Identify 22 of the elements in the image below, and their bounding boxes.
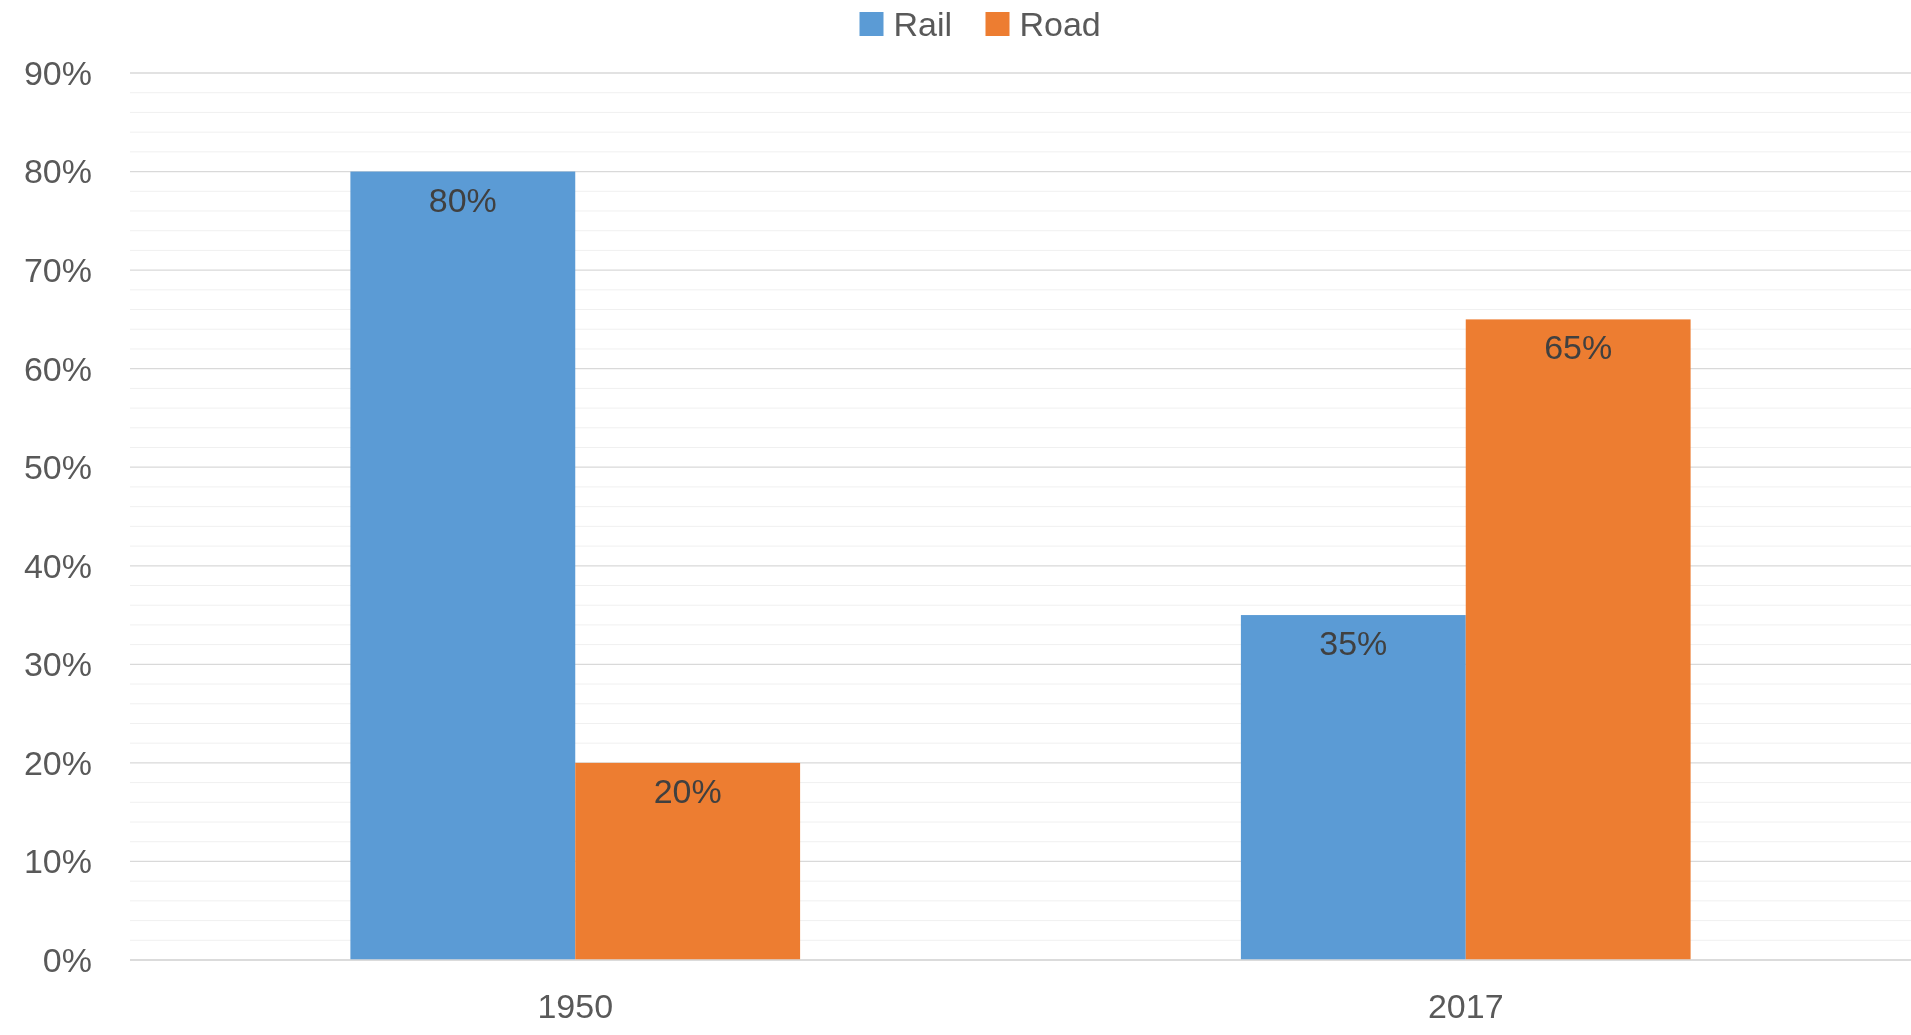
y-tick-label: 30% — [23, 645, 92, 684]
data-label: 80% — [428, 180, 497, 219]
y-tick-label: 60% — [23, 349, 92, 388]
y-tick-label: 70% — [23, 251, 92, 290]
legend-label: Road — [1019, 4, 1101, 43]
x-tick-label: 1950 — [537, 987, 614, 1025]
bar — [350, 171, 576, 960]
bar — [575, 762, 801, 960]
bar — [1240, 615, 1466, 960]
legend-label: Rail — [893, 4, 953, 43]
bar — [1465, 319, 1691, 960]
y-tick-label: 80% — [23, 152, 92, 191]
data-label: 20% — [653, 771, 722, 810]
y-tick-label: 10% — [23, 842, 92, 881]
data-label: 35% — [1319, 624, 1388, 663]
y-tick-label: 0% — [42, 940, 92, 979]
y-tick-label: 40% — [23, 546, 92, 585]
data-label: 65% — [1544, 328, 1613, 367]
y-tick-label: 20% — [23, 743, 92, 782]
y-tick-label: 90% — [23, 53, 92, 92]
x-tick-label: 2017 — [1427, 987, 1504, 1025]
y-tick-label: 50% — [23, 448, 92, 487]
